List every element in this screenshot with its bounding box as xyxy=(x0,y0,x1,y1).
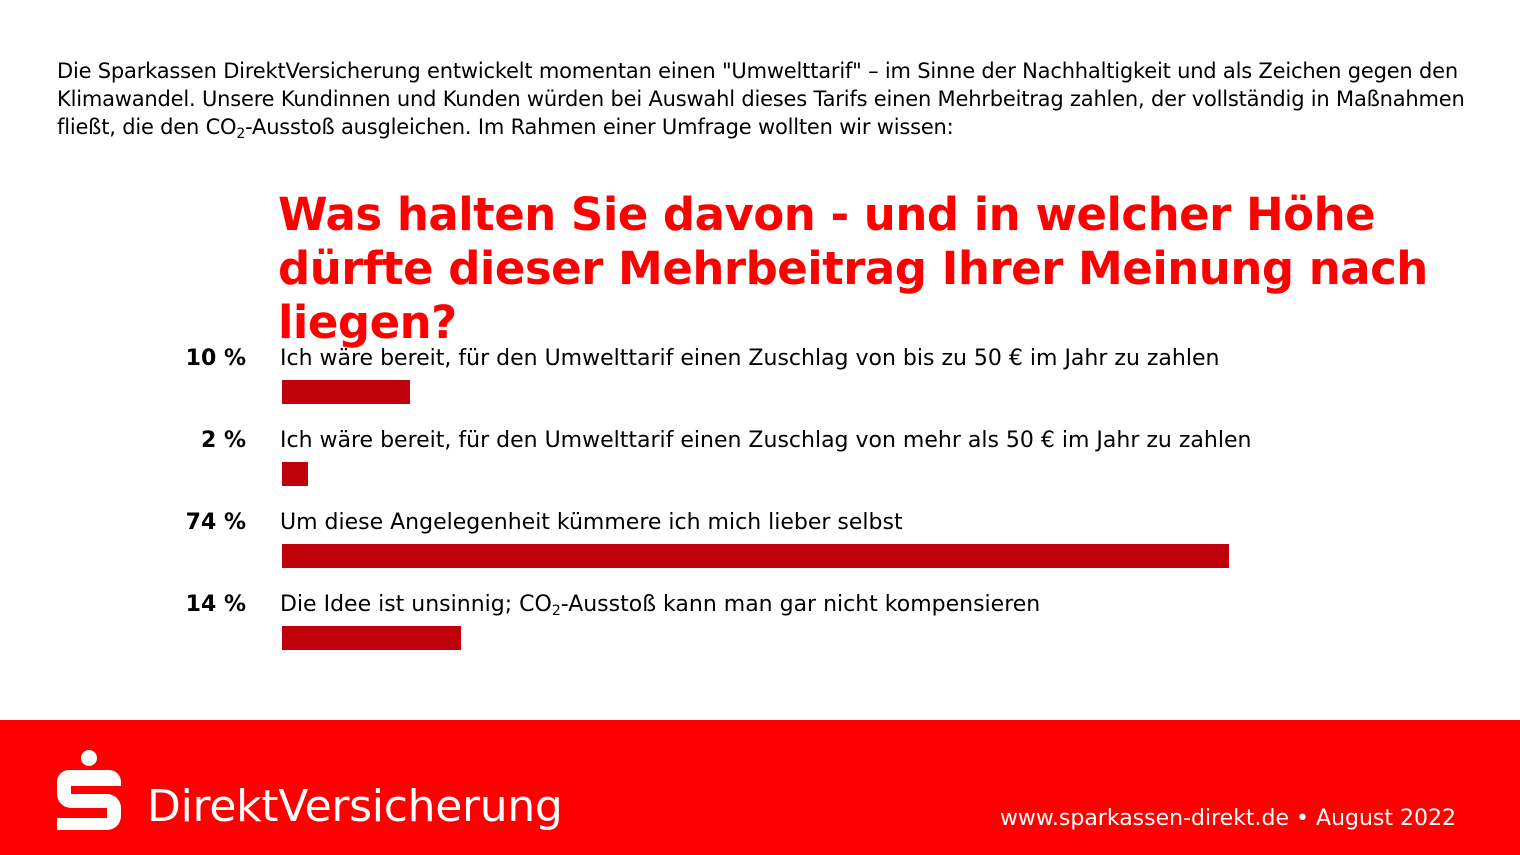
category-label-subscript: 2 xyxy=(551,603,561,619)
value-label: 2 % xyxy=(200,428,246,453)
survey-question: Was halten Sie davon - und in welcher Hö… xyxy=(278,188,1428,349)
bar xyxy=(282,462,308,486)
chart-row: 74 % Um diese Angelegenheit kümmere ich m… xyxy=(0,508,1520,578)
bar xyxy=(282,380,410,404)
sparkasse-s-icon xyxy=(57,750,121,830)
brand-name: DirektVersicherung xyxy=(147,781,563,832)
intro-text: Die Sparkassen DirektVersicherung entwic… xyxy=(57,59,1465,142)
category-label: Um diese Angelegenheit kümmere ich mich … xyxy=(280,508,903,538)
value-label: 10 % xyxy=(185,346,246,371)
source-line: www.sparkassen-direkt.de • August 2022 xyxy=(999,806,1456,831)
chart-row: 2 % Ich wäre bereit, für den Umwelttarif … xyxy=(0,426,1520,496)
category-label-text: Die Idee ist unsinnig; CO xyxy=(280,592,552,617)
bar xyxy=(282,626,461,650)
value-label: 14 % xyxy=(185,592,246,617)
category-label: Ich wäre bereit, für den Umwelttarif ein… xyxy=(280,426,1251,456)
bar xyxy=(282,544,1229,568)
chart-row: 14 % Die Idee ist unsinnig; CO2-Ausstoß k… xyxy=(0,590,1520,660)
value-label: 74 % xyxy=(185,510,246,535)
category-label-text: -Ausstoß kann man gar nicht kompensieren xyxy=(560,592,1041,617)
category-label: Die Idee ist unsinnig; CO2-Ausstoß kann … xyxy=(280,590,1040,620)
chart-row: 10 % Ich wäre bereit, für den Umwelttarif… xyxy=(0,344,1520,414)
category-label-text: Um diese Angelegenheit kümmere ich mich … xyxy=(280,510,903,535)
footer-bar: DirektVersicherung www.sparkassen-direkt… xyxy=(0,720,1520,855)
category-label-text: Ich wäre bereit, für den Umwelttarif ein… xyxy=(280,428,1252,453)
